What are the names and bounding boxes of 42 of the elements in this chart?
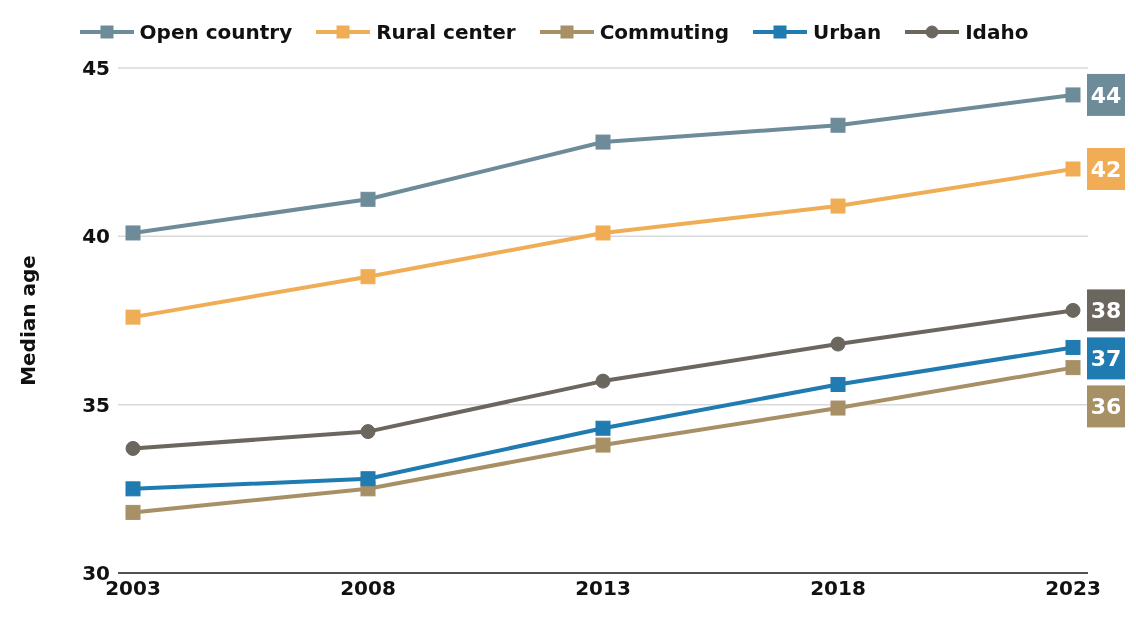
y-axis-title: Median age <box>16 255 41 386</box>
x-tick-label: 2013 <box>575 576 631 601</box>
x-tick-label: 2008 <box>340 576 396 601</box>
y-tick-label: 35 <box>82 392 110 417</box>
data-label: 44 <box>1090 82 1122 108</box>
point <box>830 117 846 133</box>
point <box>360 424 376 440</box>
x-tick-label: 2018 <box>810 576 866 601</box>
point <box>125 504 141 520</box>
y-tick-label: 40 <box>82 224 110 249</box>
data-label: 37 <box>1090 346 1122 372</box>
point <box>125 225 141 241</box>
point <box>360 471 376 487</box>
point <box>595 373 611 389</box>
point <box>1065 161 1081 177</box>
point <box>1065 87 1081 103</box>
point <box>595 437 611 453</box>
point <box>125 440 141 456</box>
legend-label: Commuting <box>599 20 729 44</box>
point <box>830 336 846 352</box>
point <box>1065 302 1081 318</box>
legend-label: Idaho <box>965 20 1029 44</box>
point <box>830 198 846 214</box>
data-label: 42 <box>1090 157 1122 182</box>
point <box>1065 360 1081 376</box>
point <box>125 309 141 325</box>
point <box>830 400 846 416</box>
x-tick-label: 2023 <box>1045 576 1101 601</box>
y-tick-label: 45 <box>82 56 110 81</box>
point <box>360 269 376 285</box>
point <box>830 376 846 392</box>
legend-label: Open country <box>139 20 293 44</box>
point <box>1065 339 1081 355</box>
legend-label: Rural center <box>376 20 516 44</box>
data-label: 38 <box>1090 298 1122 324</box>
point <box>125 481 141 497</box>
data-label: 36 <box>1090 394 1122 420</box>
point <box>595 420 611 436</box>
point <box>595 134 611 150</box>
point <box>360 191 376 207</box>
point <box>595 225 611 241</box>
legend-label: Urban <box>813 20 882 44</box>
